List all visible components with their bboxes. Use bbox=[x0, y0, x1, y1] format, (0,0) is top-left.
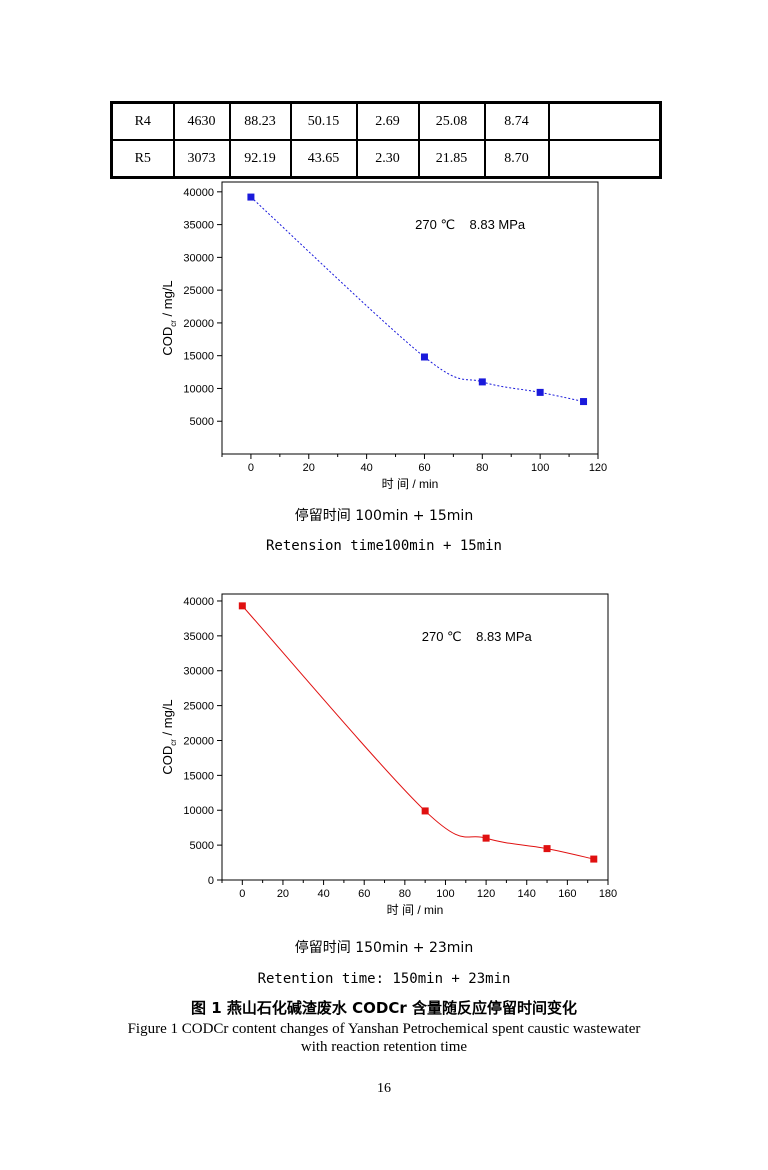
y-tick-label: 35000 bbox=[183, 631, 214, 643]
table-cell: 3073 bbox=[172, 139, 231, 179]
x-tick-label: 80 bbox=[476, 462, 488, 474]
table-cell: R4 bbox=[110, 101, 175, 141]
y-tick-label: 30000 bbox=[183, 666, 214, 678]
data-point bbox=[478, 378, 486, 386]
series-line bbox=[241, 605, 594, 860]
data-point bbox=[421, 807, 429, 815]
x-tick-label: 40 bbox=[317, 888, 329, 900]
table-cell: 88.23 bbox=[228, 101, 292, 141]
plot-frame bbox=[221, 181, 599, 455]
x-tick-label: 0 bbox=[239, 888, 245, 900]
data-point bbox=[482, 834, 490, 842]
figure-title-cn: 图 1 燕山石化碱渣废水 CODCr 含量随反应停留时间变化 bbox=[191, 999, 577, 1017]
x-tick-label: 120 bbox=[477, 888, 495, 900]
y-tick-label: 0 bbox=[208, 875, 214, 887]
y-tick-label: 15000 bbox=[183, 351, 214, 363]
table-cell: 92.19 bbox=[228, 139, 292, 179]
cod-chart-2: 0 20 40 60 80 100 120 140 160 180 0 5000 10000 15000 2… bbox=[160, 593, 617, 917]
y-tick-label: 15000 bbox=[183, 770, 214, 782]
y-tick-label: 10000 bbox=[183, 805, 214, 817]
data-point bbox=[247, 193, 255, 201]
data-point bbox=[536, 388, 544, 396]
table-row: R5 3073 92.19 43.65 2.30 21.85 8.70 bbox=[110, 139, 662, 179]
table-cell: 8.74 bbox=[483, 101, 550, 141]
data-point bbox=[238, 602, 246, 610]
table-cell: 25.08 bbox=[417, 101, 486, 141]
x-tick-label: 100 bbox=[436, 888, 454, 900]
plot-frame bbox=[221, 593, 609, 881]
caption-2-cn: 停留时间 150min + 23min bbox=[294, 940, 474, 956]
data-point bbox=[590, 855, 598, 863]
y-tick-label: 25000 bbox=[183, 701, 214, 713]
table-cell bbox=[547, 139, 662, 179]
condition-annotation: 270 ℃ 8.83 MPa bbox=[415, 217, 526, 232]
table-cell: R5 bbox=[110, 139, 175, 179]
table-cell: 8.70 bbox=[483, 139, 550, 179]
table-cell: 2.69 bbox=[355, 101, 420, 141]
figure-title-en-line1: Figure 1 CODCr content changes of Yansha… bbox=[127, 1021, 641, 1037]
page-number: 16 bbox=[377, 1081, 391, 1096]
x-tick-label: 20 bbox=[277, 888, 289, 900]
table-cell: 21.85 bbox=[417, 139, 486, 179]
y-tick-label: 10000 bbox=[183, 383, 214, 395]
x-tick-label: 140 bbox=[518, 888, 536, 900]
table-cell: 43.65 bbox=[289, 139, 358, 179]
y-axis-label: CODcr / mg/L bbox=[160, 280, 178, 355]
table-cell: 2.30 bbox=[355, 139, 420, 179]
caption-1-cn: 停留时间 100min + 15min bbox=[294, 508, 474, 524]
cod-chart-1: 0 20 40 60 80 100 120 5000 10000 15000 20000 25000 3… bbox=[160, 181, 607, 491]
x-tick-label: 120 bbox=[589, 462, 607, 474]
x-tick-label: 100 bbox=[531, 462, 549, 474]
table-cell bbox=[547, 101, 662, 141]
x-tick-label: 20 bbox=[303, 462, 315, 474]
data-point bbox=[420, 353, 428, 361]
data-table: R4 4630 88.23 50.15 2.69 25.08 8.74 R5 3… bbox=[110, 101, 662, 179]
table-cell: 50.15 bbox=[289, 101, 358, 141]
caption-2-en: Retention time: 150min + 23min bbox=[257, 971, 511, 987]
x-tick-label: 80 bbox=[399, 888, 411, 900]
x-tick-label: 60 bbox=[418, 462, 430, 474]
table-row: R4 4630 88.23 50.15 2.69 25.08 8.74 bbox=[110, 101, 662, 141]
x-tick-label: 160 bbox=[558, 888, 576, 900]
y-tick-label: 40000 bbox=[183, 596, 214, 608]
table-cell: 4630 bbox=[172, 101, 231, 141]
y-tick-label: 25000 bbox=[183, 285, 214, 297]
y-tick-label: 20000 bbox=[183, 735, 214, 747]
x-tick-label: 0 bbox=[248, 462, 254, 474]
y-tick-label: 30000 bbox=[183, 252, 214, 264]
caption-1-en: Retension time100min + 15min bbox=[265, 538, 502, 554]
y-tick-label: 35000 bbox=[183, 220, 214, 232]
x-tick-label: 40 bbox=[360, 462, 372, 474]
condition-annotation: 270 ℃ 8.83 MPa bbox=[422, 629, 533, 644]
x-tick-label: 60 bbox=[358, 888, 370, 900]
y-axis-label: CODcr / mg/L bbox=[160, 699, 178, 774]
data-point bbox=[543, 845, 551, 853]
y-tick-label: 5000 bbox=[190, 840, 214, 852]
x-axis-label: 时 间 / min bbox=[382, 477, 439, 491]
x-axis-label: 时 间 / min bbox=[387, 903, 444, 917]
data-point bbox=[580, 398, 588, 406]
y-tick-label: 5000 bbox=[190, 416, 214, 428]
y-tick-label: 20000 bbox=[183, 318, 214, 330]
x-tick-label: 180 bbox=[599, 888, 617, 900]
figure-title-en-line2: with reaction retention time bbox=[300, 1039, 468, 1055]
y-tick-label: 40000 bbox=[183, 187, 214, 199]
